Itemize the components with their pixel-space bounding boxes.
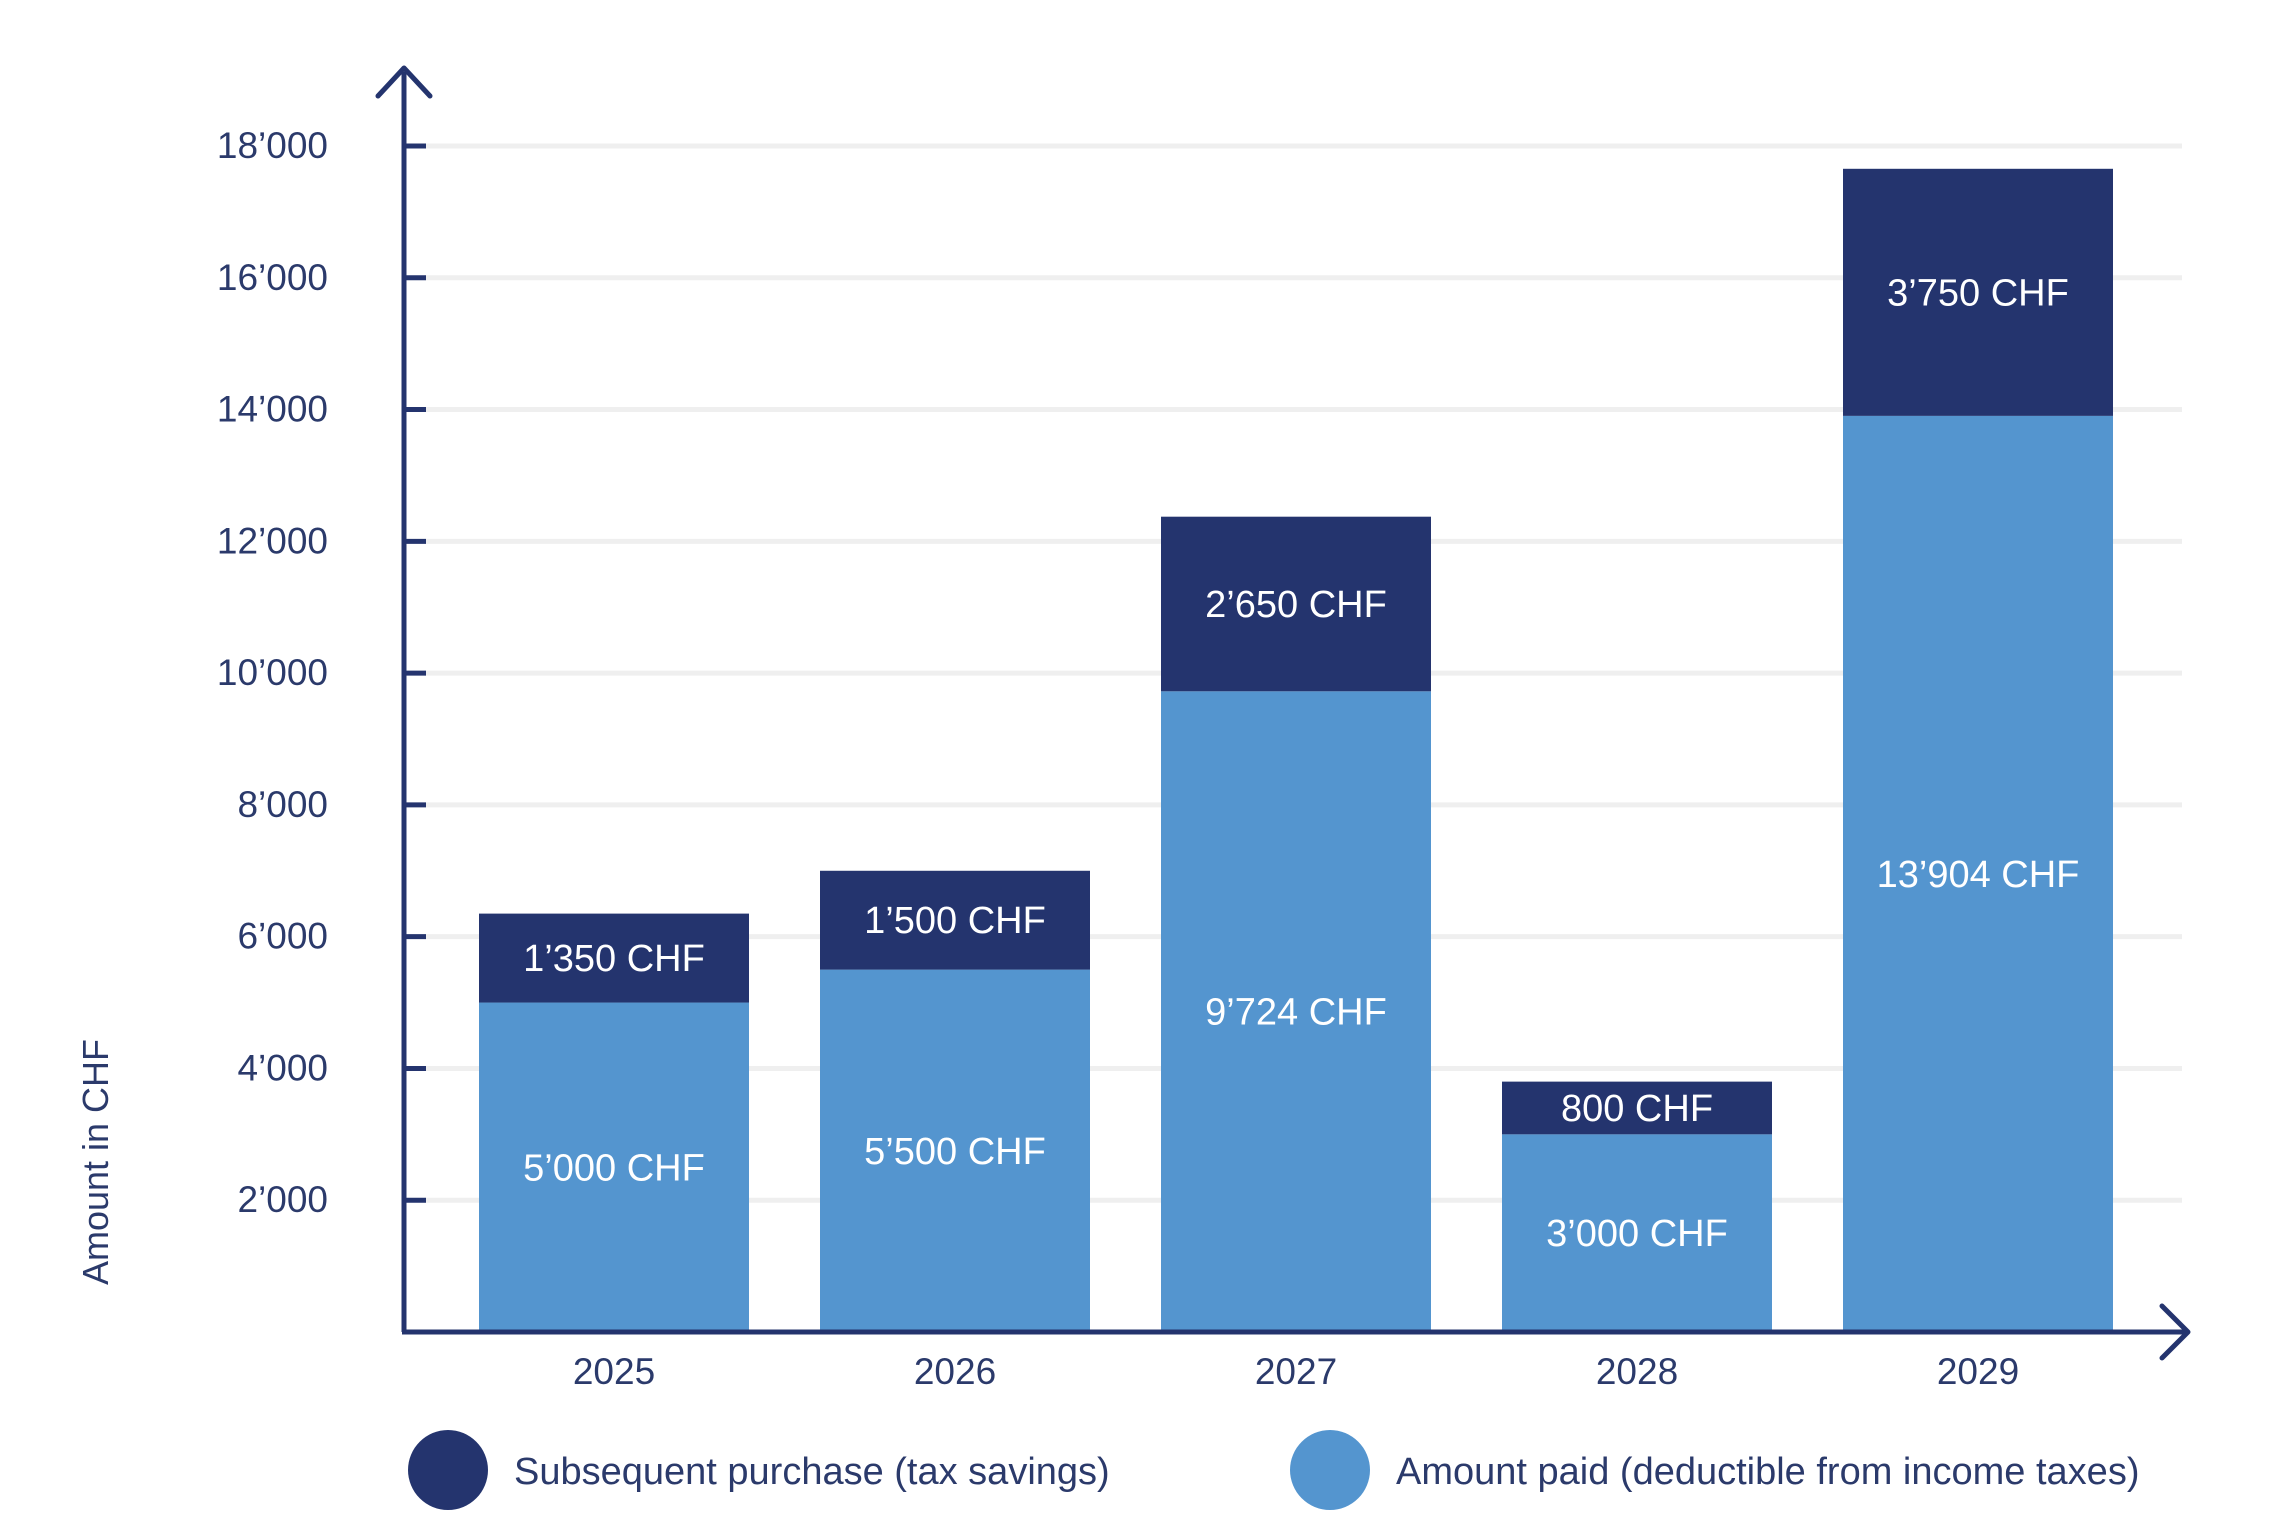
- y-tick-label: 16’000: [217, 257, 328, 298]
- bar-label-amount-paid: 9’724 CHF: [1205, 992, 1387, 1034]
- bar-label-subsequent-purchase: 3’750 CHF: [1887, 272, 2069, 314]
- y-axis-title: Amount in CHF: [75, 1039, 116, 1285]
- x-tick-label: 2027: [1255, 1351, 1337, 1392]
- legend-item: Subsequent purchase (tax savings): [408, 1430, 1110, 1510]
- x-axis-arrow-icon: [2159, 1303, 2191, 1361]
- legend-swatch: [408, 1430, 488, 1510]
- bar-amount-paid: [1843, 415, 2113, 1333]
- y-axis-arrow-icon: [375, 65, 433, 99]
- bar-subsequent-purchase: [1161, 516, 1431, 692]
- bar-label-amount-paid: 3’000 CHF: [1546, 1213, 1728, 1255]
- bar-subsequent-purchase: [820, 870, 1090, 970]
- legend-label: Subsequent purchase (tax savings): [514, 1451, 1110, 1493]
- x-tick-label: 2026: [914, 1351, 996, 1392]
- y-tick-label: 14’000: [217, 389, 328, 430]
- x-tick-label: 2028: [1596, 1351, 1678, 1392]
- bar-label-subsequent-purchase: 2’650 CHF: [1205, 584, 1387, 626]
- x-tick-label: 2029: [1937, 1351, 2019, 1392]
- bar-label-subsequent-purchase: 800 CHF: [1561, 1088, 1713, 1130]
- bars: 5’000 CHF 1’350 CHF 5’500 CHF 1’500 CHF 9’72…: [479, 168, 2113, 1333]
- y-tick-label: 8’000: [237, 784, 328, 825]
- bar-amount-paid: [1502, 1134, 1772, 1332]
- bar-label-subsequent-purchase: 1’350 CHF: [523, 938, 705, 980]
- y-tick-label: 10’000: [217, 652, 328, 693]
- bar-subsequent-purchase: [1843, 168, 2113, 416]
- axes: [375, 65, 2191, 1361]
- y-ticks: 2’000 4’000 6’000 8’000 10’000 12’000 14’000 16…: [217, 125, 426, 1220]
- y-tick-label: 6’000: [237, 916, 328, 957]
- y-tick-label: 18’000: [217, 125, 328, 166]
- y-tick-label: 12’000: [217, 520, 328, 561]
- legend-item: Amount paid (deductible from income taxe…: [1290, 1430, 2139, 1510]
- legend-label: Amount paid (deductible from income taxe…: [1396, 1451, 2139, 1493]
- bar-label-amount-paid: 5’000 CHF: [523, 1147, 705, 1189]
- bar-subsequent-purchase: [479, 913, 749, 1003]
- bar-label-amount-paid: 13’904 CHF: [1877, 854, 2080, 896]
- bar-amount-paid: [820, 969, 1090, 1332]
- y-tick-label: 4’000: [237, 1047, 328, 1088]
- legend-swatch: [1290, 1430, 1370, 1510]
- y-tick-label: 2’000: [237, 1179, 328, 1220]
- legend: Subsequent purchase (tax savings) Amount …: [408, 1430, 2139, 1510]
- bar-subsequent-purchase: [1502, 1081, 1772, 1135]
- x-tick-label: 2025: [573, 1351, 655, 1392]
- x-ticks: 2025 2026 2027 2028 2029: [573, 1351, 2019, 1392]
- bar-amount-paid: [479, 1002, 749, 1332]
- bar-label-subsequent-purchase: 1’500 CHF: [864, 900, 1046, 942]
- bar-label-amount-paid: 5’500 CHF: [864, 1131, 1046, 1173]
- bar-amount-paid: [1161, 691, 1431, 1332]
